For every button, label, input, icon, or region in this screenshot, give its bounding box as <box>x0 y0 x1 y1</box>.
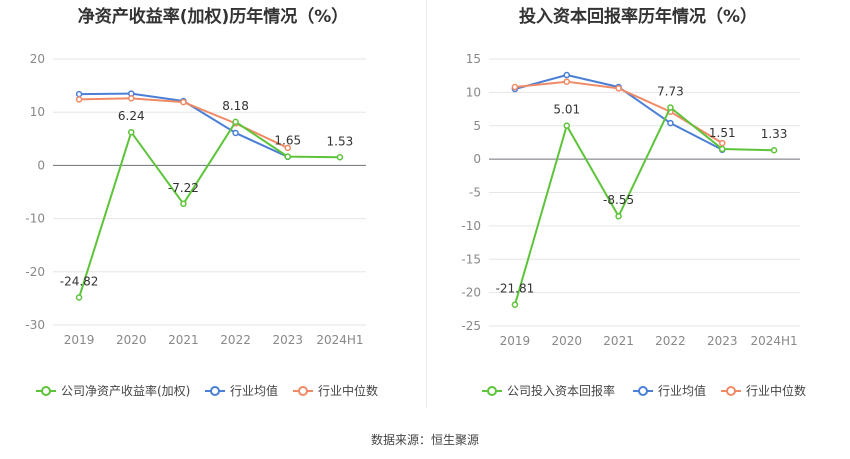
y-tick-label: 20 <box>30 52 45 66</box>
legend-label: 行业中位数 <box>746 383 806 398</box>
y-tick-label: 0 <box>473 152 481 166</box>
x-tick-label: 2021 <box>168 333 199 347</box>
data-point <box>511 83 519 91</box>
x-tick-label: 2023 <box>707 334 738 348</box>
y-tick-label: 15 <box>466 52 481 66</box>
legend-label: 公司净资产收益率(加权) <box>61 383 190 398</box>
data-point <box>615 85 622 92</box>
x-tick-label: 2022 <box>655 334 686 348</box>
x-tick-label: 2024H1 <box>316 333 363 347</box>
data-point <box>563 78 570 85</box>
y-tick-label: -20 <box>25 265 45 279</box>
x-tick-label: 2023 <box>272 333 303 347</box>
y-tick-label: 5 <box>473 119 481 133</box>
x-tick-label: 2019 <box>500 334 531 348</box>
data-point <box>232 118 239 126</box>
y-tick-label: 0 <box>37 158 45 172</box>
x-tick-label: 2020 <box>551 334 582 348</box>
legend-label: 公司投入资本回报率 <box>507 383 615 398</box>
data-point <box>232 129 239 137</box>
data-point <box>719 145 726 153</box>
roe-chart: 20 10 0 -10 -20 -30 2019 2020 2021 2022 2023 2024H1… <box>25 52 378 398</box>
data-label: -8.55 <box>603 193 634 207</box>
data-point <box>511 301 519 308</box>
x-tick-label: 2024H1 <box>750 334 797 348</box>
data-point <box>75 96 83 103</box>
data-point <box>75 90 83 98</box>
legend-marker <box>487 386 497 396</box>
data-label: 6.24 <box>118 109 145 123</box>
data-label: 1.51 <box>709 126 736 140</box>
series-line <box>513 106 775 305</box>
y-tick-label: -5 <box>469 186 481 200</box>
legend-label: 行业均值 <box>658 383 706 398</box>
data-label: 5.01 <box>553 103 580 117</box>
data-point <box>336 154 344 161</box>
data-label: 1.53 <box>327 134 354 148</box>
legend-marker <box>726 386 736 396</box>
legend-label: 行业均值 <box>230 383 278 398</box>
y-tick-label: -25 <box>461 319 481 333</box>
x-tick-label: 2019 <box>64 333 95 347</box>
chart-title-roic: 投入资本回报率历年情况（%） <box>518 7 758 27</box>
data-point <box>75 294 83 301</box>
data-label: 1.65 <box>274 134 301 148</box>
legend-marker <box>41 386 51 396</box>
y-tick-label: 10 <box>466 85 481 99</box>
data-point <box>284 144 291 152</box>
data-label: -7.22 <box>168 181 199 195</box>
x-tick-label: 2020 <box>116 333 147 347</box>
data-point <box>667 104 674 111</box>
chart-title-roe: 净资产收益率(加权)历年情况（%） <box>77 7 349 27</box>
data-point <box>128 95 135 102</box>
data-point <box>284 153 291 160</box>
data-point <box>180 200 187 208</box>
data-point <box>615 212 622 220</box>
panel-divider <box>426 0 427 408</box>
x-tick-label: 2022 <box>220 333 251 347</box>
data-label: 7.73 <box>657 85 684 99</box>
legend-marker <box>210 386 220 396</box>
y-tick-label: -10 <box>461 219 481 233</box>
data-label: 1.33 <box>761 127 788 141</box>
y-tick-label: -10 <box>25 212 45 226</box>
x-tick-label: 2021 <box>603 334 634 348</box>
y-tick-label: -30 <box>25 318 45 332</box>
y-tick-label: -20 <box>461 286 481 300</box>
y-tick-label: -15 <box>461 252 481 266</box>
data-point <box>719 139 726 147</box>
data-point <box>563 71 570 79</box>
data-source: 数据来源：恒生聚源 <box>370 433 479 447</box>
legend-marker <box>638 386 648 396</box>
series-line <box>78 120 340 298</box>
data-label: -24.82 <box>60 274 99 288</box>
series-line <box>79 97 289 149</box>
legend-marker <box>298 386 308 396</box>
data-point <box>563 122 570 129</box>
data-label: 8.18 <box>222 99 249 113</box>
roic-chart: 15 10 5 0 -5 -10 -15 -20 -25 2019 2020 2021 2022 2023… <box>461 52 806 398</box>
data-point <box>667 119 674 127</box>
y-tick-label: 10 <box>30 105 45 119</box>
data-point <box>180 98 187 106</box>
data-point <box>770 146 778 154</box>
data-point <box>128 128 135 136</box>
data-label: -21.81 <box>496 282 535 296</box>
legend-label: 行业中位数 <box>318 383 378 398</box>
